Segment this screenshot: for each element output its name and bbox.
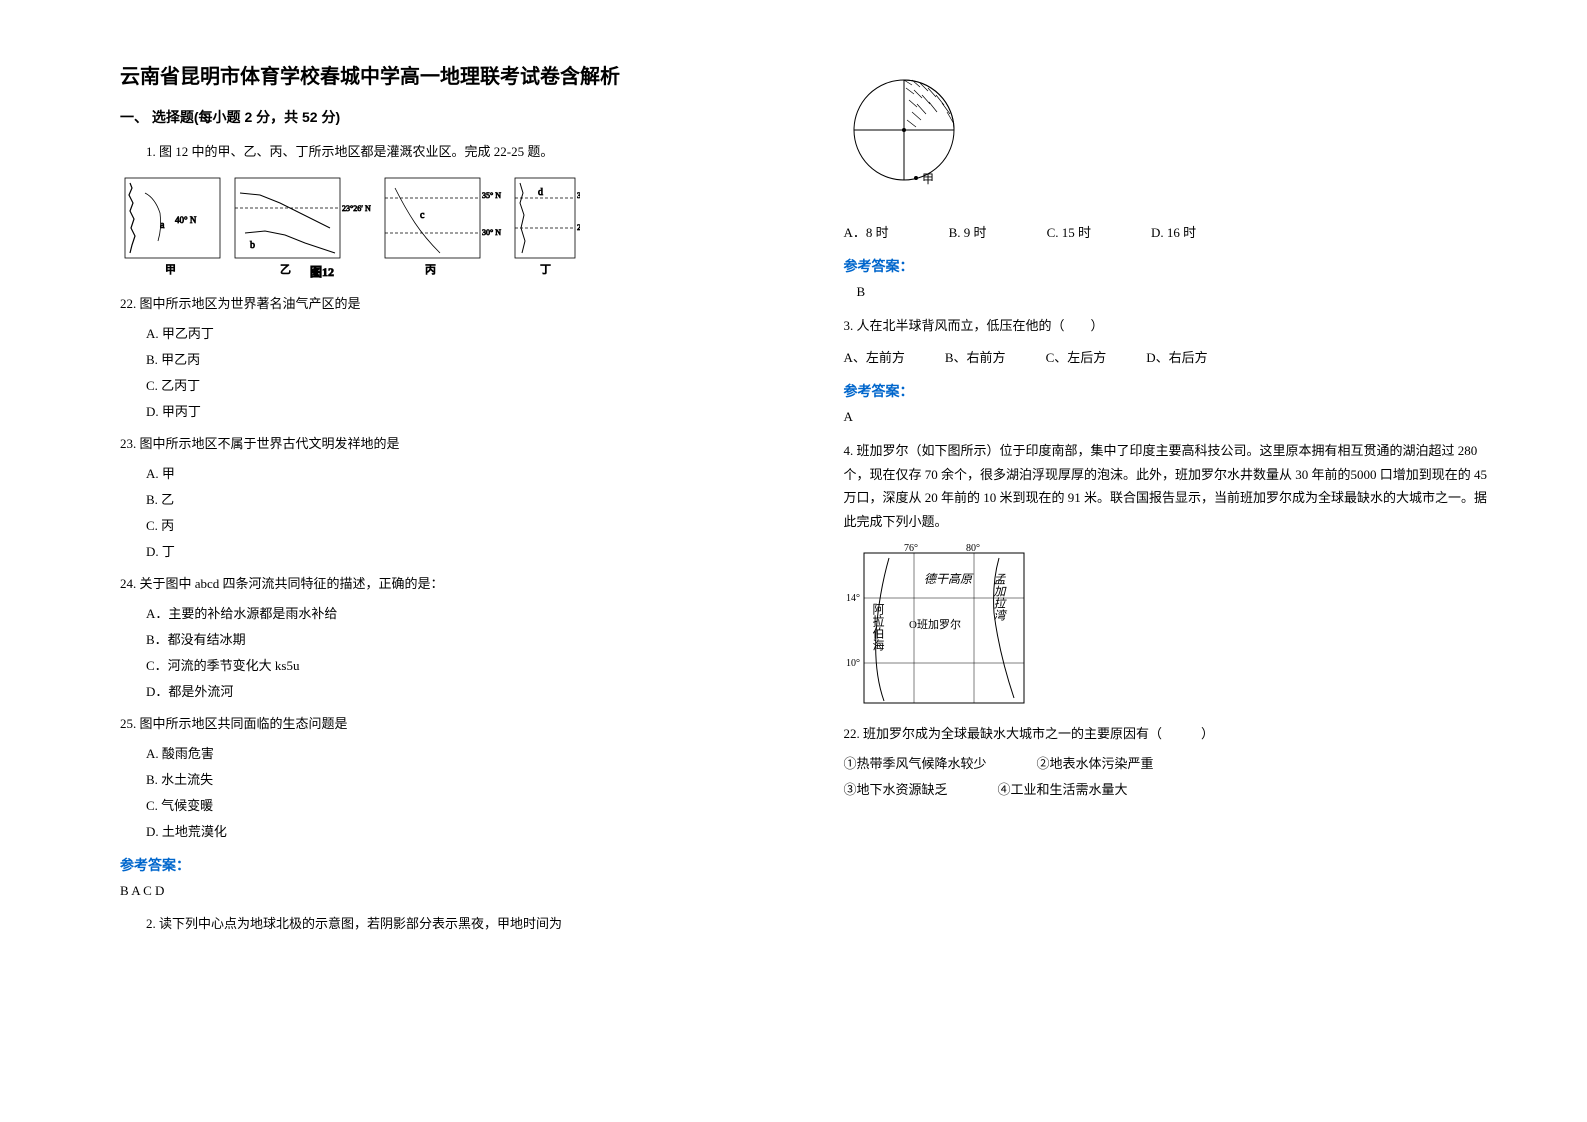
svg-text:阿拉伯海: 阿拉伯海	[871, 603, 885, 651]
svg-text:23°26′: 23°26′	[577, 223, 580, 232]
q2-figure: 甲	[844, 70, 1488, 210]
q3-answer: A	[844, 409, 1488, 425]
q2-options: A．8 时 B. 9 时 C. 15 时 D. 16 时	[844, 220, 1488, 246]
q1-figure: a 40° N 甲 b 23°26′ N 乙 图12 c 35° N 30° N…	[120, 173, 764, 283]
svg-text:O班加罗尔: O班加罗尔	[909, 618, 961, 631]
q1-stem: 1. 图 12 中的甲、乙、丙、丁所示地区都是灌溉农业区。完成 22-25 题。	[120, 141, 764, 163]
svg-text:76°: 76°	[904, 543, 918, 554]
svg-text:丁: 丁	[540, 264, 551, 276]
svg-text:23°26′ N: 23°26′ N	[342, 204, 371, 213]
svg-text:a: a	[160, 220, 165, 231]
q1-24-b: B．都没有结冰期	[146, 627, 764, 653]
svg-text:甲: 甲	[922, 172, 934, 186]
svg-text:甲: 甲	[165, 264, 176, 276]
q1-25: 25. 图中所示地区共同面临的生态问题是	[120, 713, 764, 735]
svg-text:35° N: 35° N	[482, 191, 501, 200]
q4-stem: 4. 班加罗尔（如下图所示）位于印度南部，集中了印度主要高科技公司。这里原本拥有…	[844, 439, 1488, 533]
svg-text:德干高原: 德干高原	[924, 572, 974, 586]
q2-opt-c: C. 15 时	[1047, 220, 1091, 246]
q3-options: A、左前方 B、右前方 C、左后方 D、右后方	[844, 345, 1488, 371]
svg-text:14°: 14°	[846, 593, 860, 604]
q1-24-d: D．都是外流河	[146, 679, 764, 705]
q3-opt-c: C、左后方	[1046, 345, 1107, 371]
svg-text:40° N: 40° N	[175, 215, 197, 225]
svg-text:30° N: 30° N	[577, 191, 580, 200]
q1-25-b: B. 水土流失	[146, 767, 764, 793]
q3-stem: 3. 人在北半球背风而立，低压在他的（ ）	[844, 314, 1488, 337]
q1-23-a: A. 甲	[146, 461, 764, 487]
q4-opt-3: ③地下水资源缺乏	[844, 777, 948, 803]
q1-22-b: B. 甲乙丙	[146, 347, 764, 373]
svg-text:10°: 10°	[846, 658, 860, 669]
svg-text:30° N: 30° N	[482, 228, 501, 237]
q3-opt-d: D、右后方	[1146, 345, 1207, 371]
q1-23-b: B. 乙	[146, 487, 764, 513]
q1-22-a: A. 甲乙丙丁	[146, 321, 764, 347]
q1-23: 23. 图中所示地区不属于世界古代文明发祥地的是	[120, 433, 764, 455]
q2-opt-d: D. 16 时	[1151, 220, 1196, 246]
q1-24-a: A．主要的补给水源都是雨水补给	[146, 601, 764, 627]
q4-figure: 76° 80° 14° 10° 阿拉伯海 德干高原 孟加拉湾 O班加罗尔	[844, 543, 1488, 713]
q2-answer: B	[857, 284, 1488, 300]
q3-answer-label: 参考答案：	[844, 381, 1488, 401]
q4-22: 22. 班加罗尔成为全球最缺水大城市之一的主要原因有（ ）	[844, 723, 1488, 745]
q1-22-d: D. 甲丙丁	[146, 399, 764, 425]
q1-25-d: D. 土地荒漠化	[146, 819, 764, 845]
q4-opt-4: ④工业和生活需水量大	[998, 777, 1128, 803]
q2-opt-a: A．8 时	[844, 220, 889, 246]
svg-text:丙: 丙	[425, 264, 436, 276]
svg-text:b: b	[250, 240, 255, 251]
q4-opt-2: ②地表水体污染严重	[1037, 751, 1154, 777]
page-title: 云南省昆明市体育学校春城中学高一地理联考试卷含解析	[120, 60, 764, 89]
svg-text:c: c	[420, 210, 425, 221]
svg-text:图12: 图12	[310, 265, 334, 279]
q1-25-c: C. 气候变暖	[146, 793, 764, 819]
q4-22-options: ①热带季风气候降水较少 ②地表水体污染严重 ③地下水资源缺乏 ④工业和生活需水量…	[844, 751, 1488, 803]
section-header: 一、 选择题(每小题 2 分，共 52 分)	[120, 107, 764, 127]
q3-opt-b: B、右前方	[945, 345, 1006, 371]
q1-25-a: A. 酸雨危害	[146, 741, 764, 767]
q1-answer-label: 参考答案：	[120, 855, 764, 875]
q1-23-c: C. 丙	[146, 513, 764, 539]
q1-answer: B A C D	[120, 883, 764, 899]
q1-22: 22. 图中所示地区为世界著名油气产区的是	[120, 293, 764, 315]
svg-text:乙: 乙	[280, 263, 291, 276]
q1-24: 24. 关于图中 abcd 四条河流共同特征的描述，正确的是：	[120, 573, 764, 595]
q1-24-c: C．河流的季节变化大 ks5u	[146, 653, 764, 679]
q3-opt-a: A、左前方	[844, 345, 905, 371]
q4-opt-1: ①热带季风气候降水较少	[844, 751, 987, 777]
q2-answer-label: 参考答案：	[844, 256, 1488, 276]
q2-stem: 2. 读下列中心点为地球北极的示意图，若阴影部分表示黑夜，甲地时间为	[120, 913, 764, 935]
q1-23-d: D. 丁	[146, 539, 764, 565]
svg-text:80°: 80°	[966, 543, 980, 554]
svg-text:孟加拉湾: 孟加拉湾	[991, 573, 1006, 621]
svg-text:d: d	[538, 187, 543, 198]
q2-opt-b: B. 9 时	[949, 220, 987, 246]
q1-22-c: C. 乙丙丁	[146, 373, 764, 399]
